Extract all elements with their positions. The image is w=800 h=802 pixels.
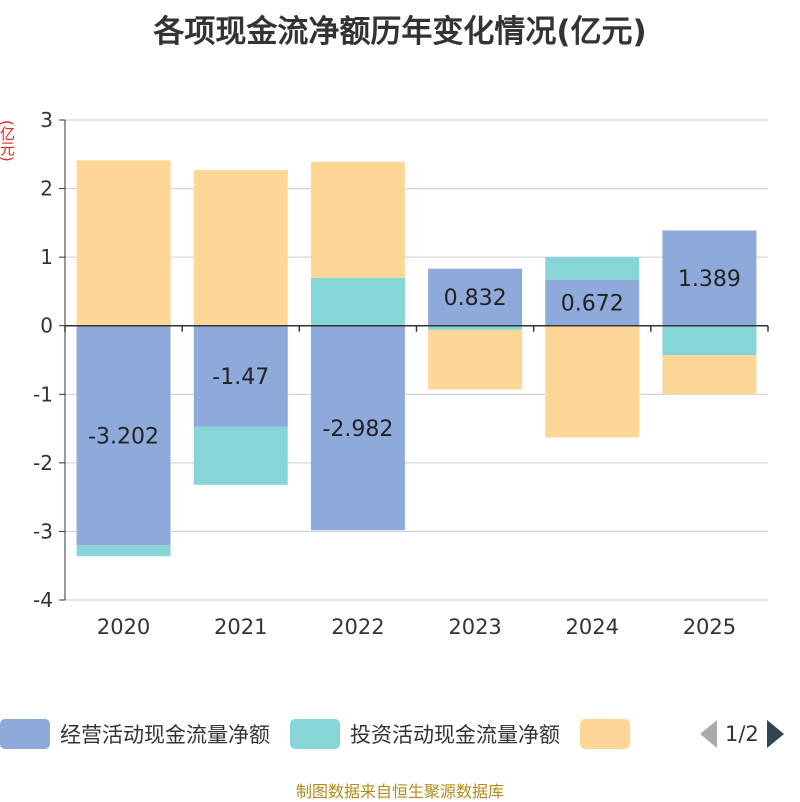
y-tick-label: 0	[40, 314, 53, 338]
legend-swatch-financing	[580, 719, 630, 749]
y-tick-label: -3	[33, 519, 53, 543]
bar-s2-2022	[310, 161, 405, 278]
y-tick-label: 1	[40, 245, 53, 269]
data-label: 0.672	[561, 292, 624, 317]
legend-page-indicator: 1/2	[725, 722, 759, 746]
chart-canvas: 3 2 1 0 -1 -2 -3 -4 -3.202 -1.47 -2.982 0.832 0.672 1…	[33, 108, 769, 639]
y-tick-label: 3	[40, 108, 53, 132]
bar-s1-2024	[545, 257, 640, 280]
x-tick-label: 2020	[97, 615, 150, 639]
data-label: -2.982	[322, 417, 393, 442]
bar-s2-2020	[76, 160, 171, 326]
bar-s0-2024	[545, 279, 640, 326]
x-tick-label: 2025	[683, 615, 736, 639]
bar-s1-2025	[662, 325, 757, 356]
chart-title: 各项现金流净额历年变化情况(亿元)	[153, 14, 647, 50]
x-tick-label: 2022	[331, 615, 384, 639]
bar-s2-2023	[428, 329, 523, 390]
y-tick-label: -4	[33, 588, 53, 612]
legend-item-investing[interactable]: 投资活动现金流量净额	[290, 719, 560, 749]
bar-s1-2020	[76, 545, 171, 557]
bar-s0-2021	[193, 325, 288, 427]
y-tick-label: -1	[33, 382, 53, 406]
bar-s2-2024	[545, 325, 640, 438]
legend-label-investing: 投资活动现金流量净额	[350, 723, 560, 747]
y-tick-label: -2	[33, 451, 53, 475]
bar-s0-2020	[76, 325, 171, 546]
bar-s1-2023	[428, 325, 523, 330]
legend-item-financing[interactable]	[580, 719, 640, 749]
legend-swatch-investing	[290, 719, 340, 749]
x-tick-label: 2024	[566, 615, 619, 639]
y-axis-unit-label: (亿元)	[0, 120, 16, 162]
bar-s0-2025	[662, 230, 757, 326]
data-label: -3.202	[88, 424, 159, 449]
bar-s0-2022	[310, 325, 405, 531]
x-tick-label: 2021	[214, 615, 267, 639]
legend-next-icon[interactable]	[766, 720, 784, 748]
legend-prev-icon[interactable]	[700, 720, 717, 748]
legend-item-operating[interactable]: 经营活动现金流量净额	[0, 719, 270, 749]
bar-s1-2021	[193, 426, 288, 485]
bar-s1-2022	[310, 277, 405, 326]
legend-swatch-operating	[0, 719, 50, 749]
data-label: 0.832	[444, 286, 507, 311]
legend: 经营活动现金流量净额 投资活动现金流量净额 1/2	[0, 716, 800, 752]
bar-s0-2023	[428, 268, 523, 326]
y-tick-label: 2	[40, 177, 53, 201]
legend-pager: 1/2	[700, 716, 784, 752]
x-tick-label: 2023	[448, 615, 501, 639]
data-source-note: 制图数据来自恒生聚源数据库	[295, 782, 504, 801]
bar-s2-2021	[193, 170, 288, 326]
data-label: 1.389	[678, 267, 741, 292]
data-label: -1.47	[212, 365, 269, 390]
legend-label-operating: 经营活动现金流量净额	[60, 723, 270, 747]
bar-s2-2025	[662, 355, 757, 395]
